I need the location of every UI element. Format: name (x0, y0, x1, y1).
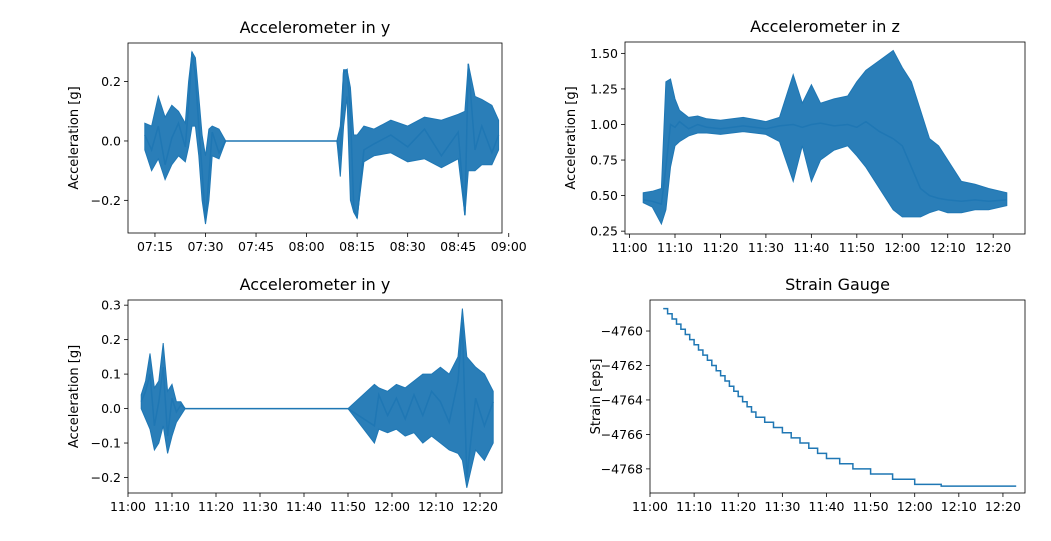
x-tick-label: 11:10 (676, 499, 712, 514)
x-tick-label: 12:00 (897, 499, 933, 514)
y-tick-label: 0.2 (101, 332, 121, 347)
series-line (144, 51, 500, 222)
y-tick-label: −4764 (601, 392, 643, 407)
series-line (663, 307, 1017, 487)
x-tick-label: 11:40 (808, 499, 844, 514)
x-tick-label: 12:20 (462, 499, 498, 514)
y-tick-label: −4766 (601, 427, 643, 442)
x-tick-label: 08:00 (289, 239, 325, 254)
x-tick-label: 11:00 (632, 499, 668, 514)
x-tick-label: 07:15 (137, 239, 173, 254)
subplot-2: Accelerometer in z Acceleration [g] 11:00 1… (564, 17, 1026, 255)
y-tick-label: −4768 (601, 461, 643, 476)
y-axis-label: Acceleration [g] (67, 345, 82, 448)
subplot-4: Strain Gauge Strain [eps] 11:00 11:10 11:20 1… (589, 275, 1026, 514)
x-tick-label: 11:40 (286, 499, 322, 514)
x-tick-label: 08:45 (440, 239, 476, 254)
y-tick-label: 0.50 (590, 188, 618, 203)
y-tick-label: 1.00 (590, 117, 618, 132)
y-tick-label: 1.25 (590, 81, 618, 96)
y-tick-label: 0.1 (101, 367, 121, 382)
y-axis-label: Acceleration [g] (564, 86, 579, 189)
x-tick-label: 07:45 (238, 239, 274, 254)
chart-title: Accelerometer in z (750, 17, 900, 36)
x-tick-label: 12:10 (941, 499, 977, 514)
series-line (643, 120, 1007, 206)
y-tick-label: −4762 (601, 358, 643, 373)
x-tick-label: 11:20 (198, 499, 234, 514)
y-axis-label: Acceleration [g] (67, 86, 82, 189)
y-tick-label: −0.2 (91, 193, 121, 208)
series-line (140, 322, 494, 478)
x-tick-label: 11:20 (702, 240, 738, 255)
x-tick-label: 12:20 (985, 499, 1021, 514)
axes-frame (127, 42, 503, 234)
x-tick-label: 12:00 (374, 499, 410, 514)
x-tick-label: 11:00 (612, 240, 648, 255)
x-tick-label: 07:30 (187, 239, 223, 254)
x-tick-label: 08:30 (390, 239, 426, 254)
y-tick-label: 0.0 (101, 401, 121, 416)
x-tick-label: 12:10 (418, 499, 454, 514)
axes-frame (127, 299, 503, 494)
subplot-3: Accelerometer in y Acceleration [g] 11:00 1… (67, 275, 503, 514)
signal-envelope (144, 50, 500, 225)
y-tick-label: 0.2 (101, 74, 121, 89)
subplot-1: Accelerometer in y Acceleration [g] 07:15 0… (67, 18, 527, 254)
chart-title: Strain Gauge (785, 275, 890, 294)
y-tick-label: 0.25 (590, 224, 618, 239)
x-tick-label: 09:00 (491, 239, 527, 254)
axes-frame (649, 299, 1026, 494)
x-tick-label: 11:20 (720, 499, 756, 514)
x-tick-label: 12:00 (884, 240, 920, 255)
x-tick-label: 11:30 (764, 499, 800, 514)
x-tick-label: 08:15 (339, 239, 375, 254)
x-tick-label: 11:30 (242, 499, 278, 514)
x-tick-label: 11:30 (748, 240, 784, 255)
x-tick-label: 11:00 (110, 499, 146, 514)
signal-envelope (642, 49, 1008, 226)
x-tick-label: 11:50 (330, 499, 366, 514)
x-tick-label: 12:20 (975, 240, 1011, 255)
y-tick-label: 1.50 (590, 46, 618, 61)
x-tick-label: 11:40 (793, 240, 829, 255)
axes-frame (624, 41, 1026, 235)
y-tick-label: 0.3 (101, 298, 121, 313)
x-tick-label: 11:50 (853, 499, 889, 514)
signal-envelope (140, 308, 494, 488)
y-tick-label: −0.1 (91, 436, 121, 451)
x-tick-label: 11:10 (154, 499, 190, 514)
y-axis-label: Strain [eps] (589, 359, 604, 435)
x-tick-label: 12:10 (930, 240, 966, 255)
y-tick-label: −0.2 (91, 470, 121, 485)
y-tick-label: −4760 (601, 324, 643, 339)
chart-title: Accelerometer in y (240, 275, 391, 294)
x-tick-label: 11:50 (839, 240, 875, 255)
y-tick-label: 0.75 (590, 153, 618, 168)
chart-title: Accelerometer in y (240, 18, 391, 37)
x-tick-label: 11:10 (657, 240, 693, 255)
y-tick-label: 0.0 (101, 133, 121, 148)
